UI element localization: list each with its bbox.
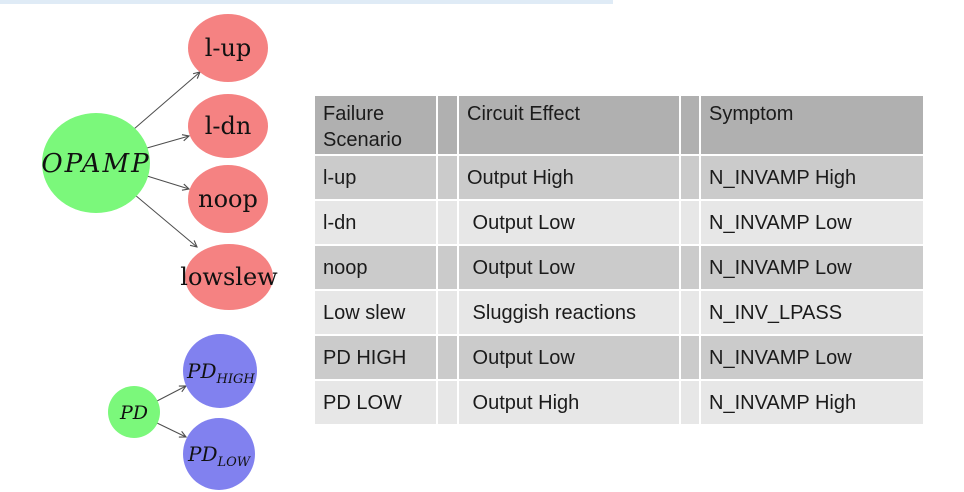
cell-effect: Sluggish reactions xyxy=(459,291,679,334)
header-symptom: Symptom xyxy=(701,96,923,154)
cell-symptom: N_INV_LPASS xyxy=(701,291,923,334)
pdhigh-node-shape xyxy=(183,334,257,408)
noop-node-label: noop xyxy=(198,185,258,213)
header-spacer-1 xyxy=(438,96,457,154)
spacer-cell xyxy=(681,201,699,244)
spacer-cell xyxy=(681,291,699,334)
spacer-cell xyxy=(681,336,699,379)
pd-node-shape xyxy=(108,386,160,438)
cell-effect: Output Low xyxy=(459,246,679,289)
opamp-node-label: OPAMP xyxy=(41,149,150,179)
noop-node-shape xyxy=(188,165,268,233)
ldn-node-shape xyxy=(188,94,268,158)
pdhigh-label-base: PD xyxy=(186,359,217,383)
header-circuit-effect: Circuit Effect xyxy=(459,96,679,154)
top-blue-strip xyxy=(0,0,613,4)
pdlow-node-shape xyxy=(183,418,255,490)
spacer-cell xyxy=(681,246,699,289)
lowslew-node-shape xyxy=(185,244,273,310)
cell-symptom: N_INVAMP Low xyxy=(701,201,923,244)
cell-effect: Output Low xyxy=(459,336,679,379)
spacer-cell xyxy=(438,201,457,244)
arrow-opamp-lowslew xyxy=(134,194,197,247)
cell-scenario: l-up xyxy=(315,156,436,199)
spacer-cell xyxy=(438,156,457,199)
spacer-cell xyxy=(438,336,457,379)
cell-effect: Output High xyxy=(459,156,679,199)
opamp-node-shape xyxy=(42,113,150,213)
fault-tree-diagram: OPAMP l-up l-dn noop lowslew PD PDHIGH P… xyxy=(41,14,278,490)
lup-node-shape xyxy=(188,14,268,82)
spacer-cell xyxy=(438,246,457,289)
spacer-cell xyxy=(681,156,699,199)
pd-node-label: PD xyxy=(119,402,148,424)
failure-scenario-table: Failure Scenario Circuit Effect Symptom … xyxy=(315,96,923,424)
header-failure-scenario: Failure Scenario xyxy=(315,96,436,154)
pdlow-label-base: PD xyxy=(187,442,218,466)
lowslew-node-label: lowslew xyxy=(180,263,278,291)
cell-scenario: noop xyxy=(315,246,436,289)
ldn-node-label: l-dn xyxy=(205,112,252,140)
cell-effect: Output High xyxy=(459,381,679,424)
cell-symptom: N_INVAMP Low xyxy=(701,246,923,289)
pdhigh-label-sub: HIGH xyxy=(216,372,256,387)
arrow-pd-pdhigh xyxy=(156,386,186,402)
arrow-opamp-noop xyxy=(146,175,189,189)
pdlow-label-sub: LOW xyxy=(217,455,252,470)
arrow-opamp-lup xyxy=(133,72,200,130)
arrow-opamp-ldn xyxy=(146,136,189,149)
cell-symptom: N_INVAMP Low xyxy=(701,336,923,379)
cell-scenario: Low slew xyxy=(315,291,436,334)
cell-symptom: N_INVAMP High xyxy=(701,381,923,424)
lup-node-label: l-up xyxy=(205,34,252,62)
spacer-cell xyxy=(438,381,457,424)
cell-scenario: PD LOW xyxy=(315,381,436,424)
header-spacer-2 xyxy=(681,96,699,154)
spacer-cell xyxy=(681,381,699,424)
cell-effect: Output Low xyxy=(459,201,679,244)
pdlow-node-label: PDLOW xyxy=(187,442,252,470)
cell-scenario: l-dn xyxy=(315,201,436,244)
arrow-pd-pdlow xyxy=(156,422,186,437)
cell-symptom: N_INVAMP High xyxy=(701,156,923,199)
pdhigh-node-label: PDHIGH xyxy=(186,359,255,387)
spacer-cell xyxy=(438,291,457,334)
cell-scenario: PD HIGH xyxy=(315,336,436,379)
